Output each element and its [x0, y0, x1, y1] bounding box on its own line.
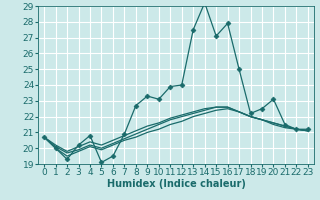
- X-axis label: Humidex (Indice chaleur): Humidex (Indice chaleur): [107, 179, 245, 189]
